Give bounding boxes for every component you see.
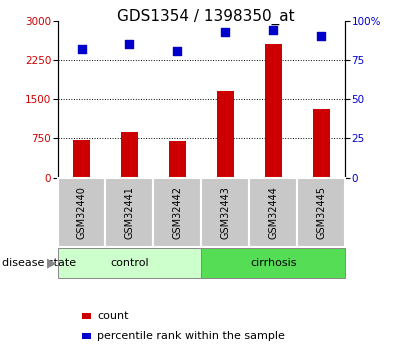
Point <box>174 48 181 53</box>
Text: control: control <box>110 258 149 268</box>
Point <box>126 41 133 47</box>
Text: ▶: ▶ <box>46 257 56 269</box>
Bar <box>201 248 345 278</box>
Text: GSM32445: GSM32445 <box>316 186 326 239</box>
Bar <box>265 44 282 178</box>
Text: cirrhosis: cirrhosis <box>250 258 297 268</box>
Point <box>270 27 277 33</box>
Bar <box>169 140 186 178</box>
Point <box>318 34 325 39</box>
Text: GSM32440: GSM32440 <box>76 186 86 239</box>
Text: GSM32444: GSM32444 <box>268 186 278 239</box>
Text: disease state: disease state <box>2 258 76 268</box>
Bar <box>153 178 201 247</box>
Text: GSM32443: GSM32443 <box>220 186 230 239</box>
Bar <box>297 178 345 247</box>
Point <box>78 46 85 52</box>
Bar <box>313 109 330 178</box>
Bar <box>217 91 234 178</box>
Bar <box>106 178 153 247</box>
Bar <box>73 140 90 178</box>
Bar <box>58 178 106 247</box>
Text: percentile rank within the sample: percentile rank within the sample <box>97 332 285 341</box>
Bar <box>121 132 138 178</box>
Bar <box>201 178 249 247</box>
Text: GSM32442: GSM32442 <box>173 186 182 239</box>
Point <box>222 29 229 34</box>
Bar <box>249 178 297 247</box>
Text: GSM32441: GSM32441 <box>125 186 134 239</box>
Text: GDS1354 / 1398350_at: GDS1354 / 1398350_at <box>117 9 294 25</box>
Bar <box>58 248 201 278</box>
Text: count: count <box>97 311 129 321</box>
